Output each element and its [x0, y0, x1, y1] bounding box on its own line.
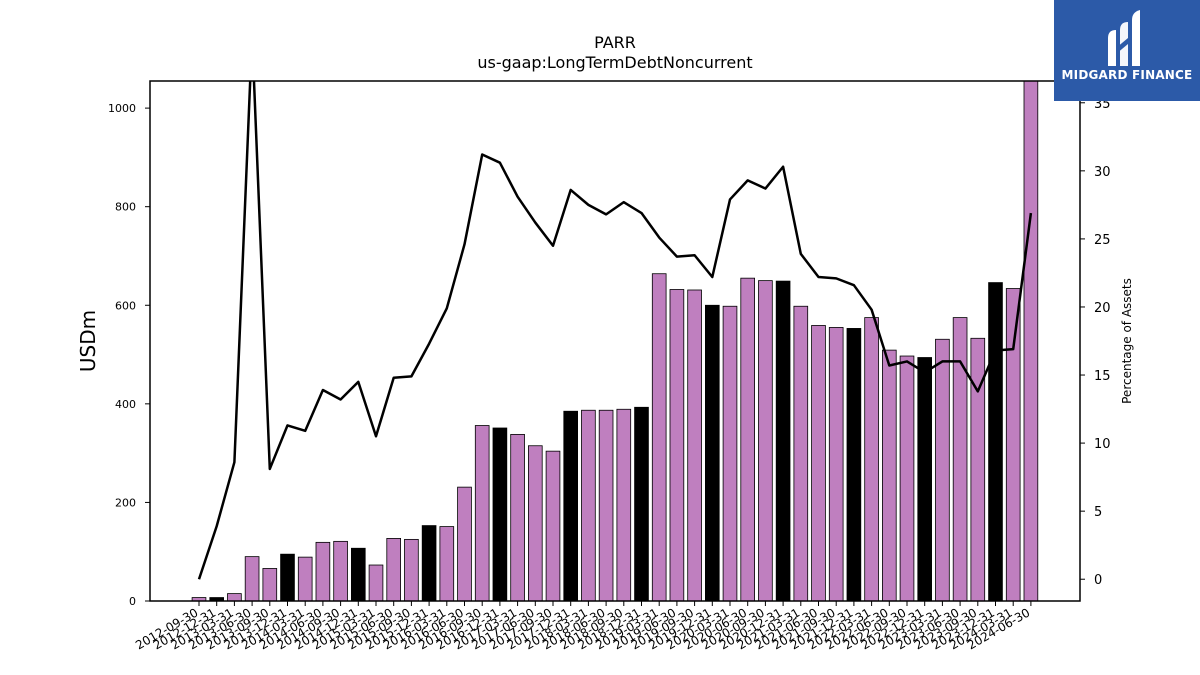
bars-group	[191, 81, 1039, 601]
y2-tick-label: 10	[1094, 437, 1111, 452]
bar-2019-12-31	[705, 304, 720, 601]
bar-2018-09-30	[616, 408, 632, 601]
bar-2023-03-31	[935, 338, 950, 601]
bar-2019-06-30	[669, 289, 685, 601]
y-tick-label: 400	[115, 398, 136, 411]
bar-2018-12-31	[634, 406, 649, 601]
y-tick-label: 800	[115, 201, 136, 214]
chart-subtitle: us-gaap:LongTermDebtNoncurrent	[477, 53, 752, 72]
y-axis: 0 200 400 600 800 1000	[108, 102, 150, 608]
bar-2013-12-31	[280, 553, 295, 601]
bar-2021-12-31	[846, 328, 862, 601]
y-tick-label: 600	[115, 299, 136, 312]
bar-2023-06-30	[952, 317, 968, 601]
y2-tick-label: 20	[1094, 301, 1111, 316]
bar-2021-03-31	[793, 305, 809, 601]
bar-2023-12-31	[988, 282, 1003, 601]
bar-2020-06-30	[740, 277, 755, 601]
bar-2018-06-30	[598, 409, 614, 601]
bar-2017-03-31	[510, 433, 525, 601]
plot-frame	[149, 80, 1081, 602]
bar-2014-06-30	[315, 541, 331, 601]
bar-2022-06-30	[882, 349, 897, 601]
bar-2022-12-31	[917, 357, 932, 601]
y2-tick-label: 15	[1094, 369, 1111, 384]
bar-2020-12-31	[775, 280, 791, 601]
y2-tick-label: 25	[1094, 233, 1111, 248]
bar-2017-09-30	[545, 450, 561, 601]
bar-2018-03-31	[581, 409, 596, 601]
logo-text: MIDGARD FINANCE	[1061, 68, 1193, 82]
y-tick-label: 0	[129, 595, 136, 608]
bar-2015-12-31	[421, 525, 437, 601]
bar-2020-09-30	[758, 280, 773, 601]
bar-2024-06-30	[1023, 81, 1039, 601]
bar-2015-09-30	[404, 538, 419, 601]
bar-2019-09-30	[687, 289, 702, 601]
bar-2013-06-30	[244, 556, 260, 601]
bar-2013-09-30	[262, 568, 278, 601]
bar-2019-03-31	[651, 273, 667, 601]
bar-2016-03-31	[439, 526, 455, 601]
chart-title: PARR	[594, 33, 636, 52]
bar-2021-09-30	[828, 327, 844, 601]
bar-2016-06-30	[457, 486, 472, 601]
bar-2014-03-31	[297, 556, 313, 601]
bar-2014-09-30	[333, 540, 348, 601]
line-group	[197, 81, 1033, 580]
y2-tick-label: 0	[1094, 573, 1102, 588]
y2-axis-label: Percentage of Assets	[1120, 278, 1134, 404]
bar-2022-03-31	[864, 317, 879, 601]
y-axis-label: USDm	[76, 310, 100, 372]
bar-2021-06-30	[811, 325, 826, 601]
y2-tick-label: 5	[1094, 505, 1102, 520]
bar-2022-09-30	[899, 355, 915, 601]
percentage-line	[197, 81, 1033, 580]
bar-2016-09-30	[474, 425, 490, 601]
bar-2023-09-30	[970, 337, 986, 601]
bar-2016-12-31	[492, 427, 508, 601]
bar-2017-12-31	[563, 410, 578, 601]
bar-2024-03-31	[1005, 288, 1021, 601]
bar-2013-03-31	[227, 593, 242, 601]
y-tick-label: 200	[115, 496, 136, 509]
logo: MIDGARD FINANCE	[1054, 0, 1200, 101]
bar-2015-03-31	[368, 564, 384, 601]
bar-2020-03-31	[722, 305, 738, 601]
bar-2015-06-30	[386, 538, 401, 601]
y-tick-label: 1000	[108, 102, 136, 115]
y2-tick-label: 30	[1094, 165, 1111, 180]
bar-2014-12-31	[350, 547, 366, 601]
bar-2017-06-30	[528, 445, 543, 601]
logo-mark-icon	[1108, 10, 1140, 66]
x-axis: 2012-09-302012-12-312013-03-312013-06-30…	[133, 601, 1032, 652]
